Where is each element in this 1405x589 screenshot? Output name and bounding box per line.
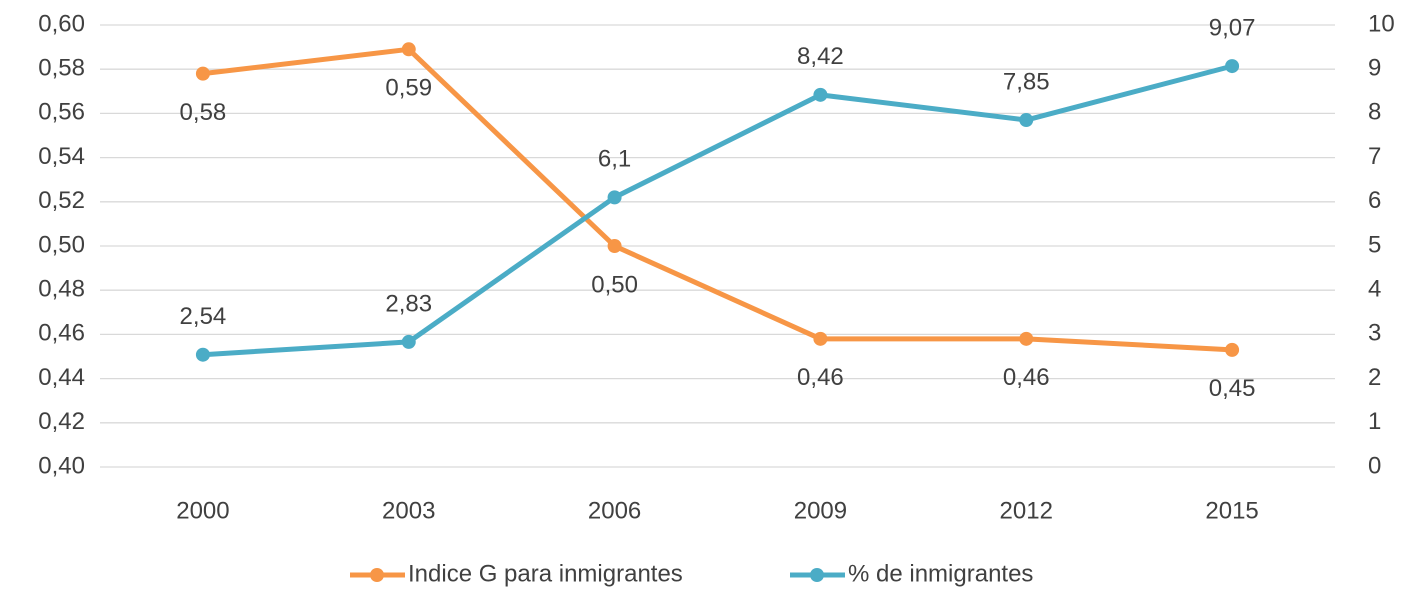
y2-tick-label: 9 [1368, 55, 1381, 82]
y2-tick-label: 7 [1368, 143, 1381, 170]
x-tick-label: 2003 [382, 497, 435, 524]
data-point [401, 42, 416, 57]
data-label: 0,46 [797, 364, 844, 391]
x-tick-label: 2015 [1205, 497, 1258, 524]
data-point [1019, 331, 1034, 346]
legend-label: % de inmigrantes [848, 560, 1033, 587]
data-label: 0,50 [591, 271, 638, 298]
data-label: 2,83 [385, 290, 432, 317]
y-tick-label: 0,42 [38, 408, 85, 435]
x-tick-label: 2006 [588, 497, 641, 524]
series-line [202, 63, 1233, 358]
y-tick-label: 0,46 [38, 320, 85, 347]
y-tick-label: 0,44 [38, 364, 85, 391]
data-point [195, 347, 210, 362]
data-label: 2,54 [180, 303, 227, 330]
y2-tick-label: 6 [1368, 187, 1381, 214]
y2-tick-label: 8 [1368, 99, 1381, 126]
data-point [813, 331, 828, 346]
data-point [813, 87, 828, 102]
y-tick-label: 0,58 [38, 55, 85, 82]
y-tick-label: 0,56 [38, 99, 85, 126]
data-label: 0,59 [385, 75, 432, 102]
data-point [607, 190, 622, 205]
y-tick-label: 0,52 [38, 187, 85, 214]
data-point [607, 239, 622, 253]
y2-tick-label: 1 [1368, 408, 1381, 435]
data-point [401, 334, 416, 349]
x-tick-label: 2012 [1000, 497, 1053, 524]
legend-marker [370, 568, 384, 582]
legend-marker [810, 568, 824, 582]
y2-tick-label: 2 [1368, 364, 1381, 391]
y-tick-label: 0,50 [38, 231, 85, 258]
y2-tick-label: 3 [1368, 320, 1381, 347]
y-tick-label: 0,54 [38, 143, 85, 170]
data-label: 9,07 [1209, 14, 1256, 41]
data-point [1225, 342, 1240, 357]
data-label: 0,45 [1209, 375, 1256, 402]
data-label: 0,58 [180, 99, 227, 126]
y-tick-label: 0,60 [38, 10, 85, 37]
data-point [1019, 113, 1034, 128]
data-label: 6,1 [598, 146, 631, 173]
data-point [1225, 59, 1240, 74]
y2-tick-label: 5 [1368, 231, 1381, 258]
data-point [195, 66, 210, 81]
data-label: 8,42 [797, 43, 844, 70]
series-line [202, 46, 1233, 353]
y-tick-label: 0,40 [38, 452, 85, 479]
y2-tick-label: 10 [1368, 10, 1395, 37]
data-label: 0,46 [1003, 364, 1050, 391]
y-tick-label: 0,48 [38, 276, 85, 303]
x-tick-label: 2009 [794, 497, 847, 524]
x-tick-label: 2000 [176, 497, 229, 524]
legend-label: Indice G para inmigrantes [408, 560, 683, 587]
y2-tick-label: 0 [1368, 452, 1381, 479]
data-label: 7,85 [1003, 68, 1050, 95]
y2-tick-label: 4 [1368, 276, 1381, 303]
